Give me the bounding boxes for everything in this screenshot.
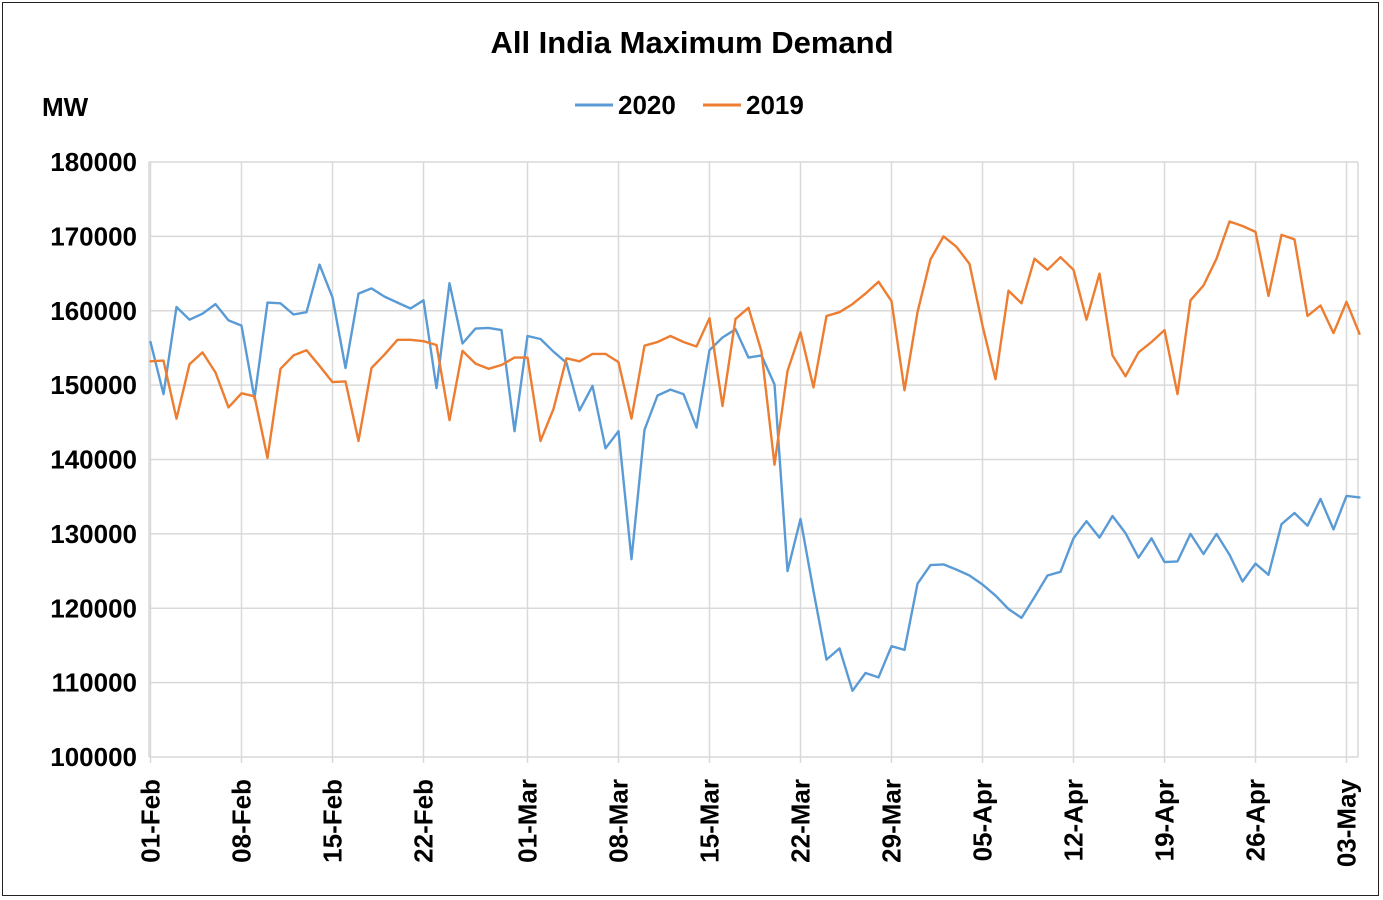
y-axis-unit-label: MW: [42, 92, 89, 122]
x-tick-label: 12-Apr: [1059, 779, 1089, 861]
x-tick-label: 03-May: [1332, 778, 1362, 867]
x-tick-label: 22-Mar: [786, 779, 816, 863]
y-tick-label: 150000: [50, 370, 137, 400]
y-tick-label: 120000: [50, 593, 137, 623]
x-tick-label: 15-Feb: [318, 779, 348, 863]
x-tick-label: 15-Mar: [695, 779, 725, 863]
vertical-gridlines: [148, 162, 1359, 763]
horizontal-gridlines: [149, 161, 1358, 758]
y-tick-label: 170000: [50, 221, 137, 251]
y-tick-label: 160000: [50, 296, 137, 326]
chart-title: All India Maximum Demand: [490, 25, 893, 60]
legend-label-2020: 2020: [618, 90, 676, 120]
y-tick-label: 110000: [52, 668, 137, 698]
x-tick-label: 01-Mar: [513, 779, 543, 863]
x-tick-label: 19-Apr: [1150, 779, 1180, 861]
legend: 2020 2019: [575, 90, 804, 120]
y-tick-label: 180000: [50, 147, 137, 177]
x-tick-label: 26-Apr: [1241, 779, 1271, 861]
y-axis-tick-labels: 180000 170000 160000 150000 140000 130000 1200…: [50, 147, 137, 772]
legend-label-2019: 2019: [746, 90, 804, 120]
x-tick-label: 08-Mar: [604, 779, 634, 863]
x-tick-label: 05-Apr: [968, 779, 998, 861]
y-tick-label: 100000: [50, 742, 137, 772]
y-tick-label: 140000: [50, 445, 137, 475]
series-line-2020: [149, 263, 1361, 692]
x-tick-label: 08-Feb: [227, 779, 257, 863]
series-lines: [149, 220, 1361, 692]
y-tick-label: 130000: [50, 519, 137, 549]
x-tick-label: 22-Feb: [409, 779, 439, 863]
series-line-2019: [149, 220, 1361, 466]
x-tick-label: 01-Feb: [136, 779, 166, 863]
x-tick-label: 29-Mar: [877, 779, 907, 863]
x-axis-tick-labels: 01-Feb 08-Feb 15-Feb 22-Feb 01-Mar 08-Mar 15-M…: [136, 778, 1362, 867]
